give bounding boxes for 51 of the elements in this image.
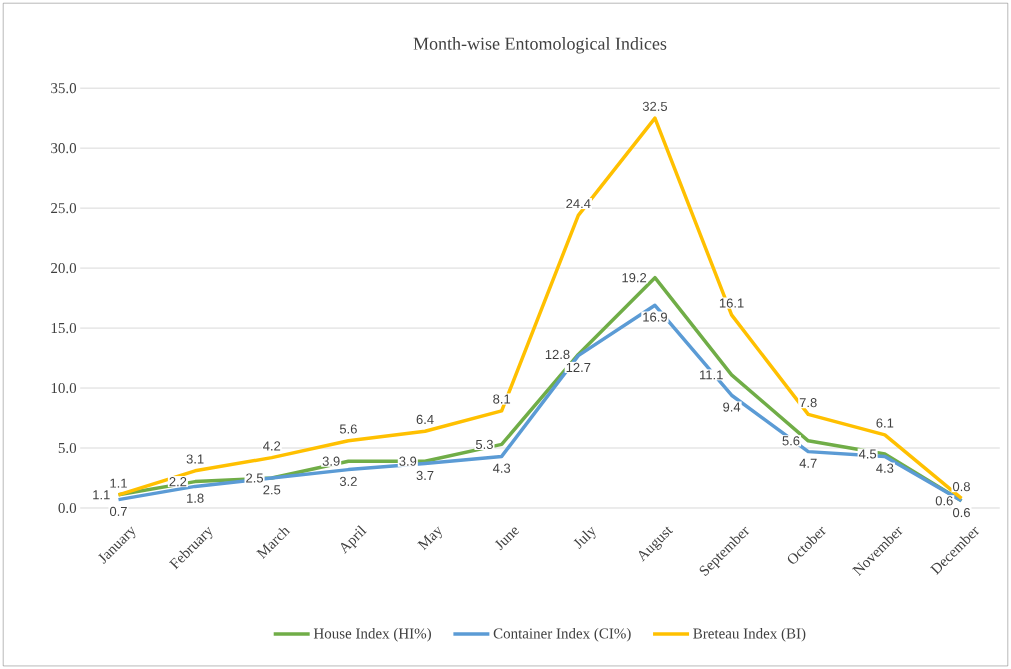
data-label: 1.1 — [110, 478, 127, 488]
y-tick-label: 15.0 — [51, 322, 77, 334]
data-label: 4.3 — [876, 463, 894, 473]
chart-title: Month-wise Entomological Indices — [413, 37, 667, 54]
data-label: 2.5 — [246, 473, 264, 483]
data-label: 16.1 — [719, 298, 744, 308]
y-tick-label: 20.0 — [51, 262, 77, 274]
legend-label: House Index (HI%) — [313, 627, 431, 642]
data-label: 0.7 — [109, 506, 127, 516]
data-label: 12.8 — [545, 349, 570, 359]
y-tick-label: 5.0 — [58, 442, 77, 454]
y-tick-label: 30.0 — [51, 142, 77, 154]
data-label: 4.2 — [263, 441, 281, 451]
data-label: 0.6 — [952, 507, 970, 518]
data-label: 6.4 — [416, 414, 434, 424]
data-label: 4.5 — [858, 449, 877, 459]
data-label: 5.6 — [339, 424, 357, 434]
data-label: 1.1 — [93, 490, 110, 500]
data-label: 16.9 — [643, 312, 667, 322]
x-tick-label: June — [494, 527, 520, 551]
data-label: 2.5 — [263, 485, 281, 495]
data-label: 4.7 — [799, 458, 817, 468]
data-label: 11.1 — [700, 370, 723, 380]
data-label: 3.1 — [186, 454, 204, 464]
data-label: 0.6 — [935, 496, 953, 506]
data-label: 6.1 — [876, 418, 894, 428]
data-label: 32.5 — [642, 101, 668, 111]
data-label: 5.6 — [782, 436, 800, 446]
data-label: 3.2 — [339, 476, 357, 486]
data-label: 3.9 — [399, 456, 417, 466]
data-label: 5.3 — [475, 439, 493, 449]
legend-label: Container Index (CI%) — [493, 627, 631, 642]
data-label: 3.7 — [416, 470, 434, 480]
data-label: 1.8 — [187, 493, 204, 503]
y-tick-label: 0.0 — [58, 502, 77, 514]
x-tick-label: July — [573, 526, 596, 549]
data-label: 3.9 — [322, 456, 340, 466]
data-label: 2.2 — [169, 477, 187, 487]
y-tick-label: 10.0 — [51, 382, 77, 394]
x-tick-label: May — [417, 526, 442, 551]
data-label: 4.3 — [492, 463, 511, 473]
data-label: 19.2 — [622, 273, 647, 283]
y-tick-label: 35.0 — [51, 83, 77, 94]
data-label: 12.7 — [566, 362, 591, 372]
data-label: 0.8 — [952, 481, 970, 492]
data-label: 8.1 — [493, 394, 511, 404]
y-tick-label: 25.0 — [51, 202, 77, 214]
data-label: 24.4 — [566, 198, 591, 209]
data-label: 7.8 — [799, 397, 817, 408]
data-label: 9.4 — [723, 402, 741, 412]
legend-label: Breteau Index (BI) — [693, 627, 806, 642]
